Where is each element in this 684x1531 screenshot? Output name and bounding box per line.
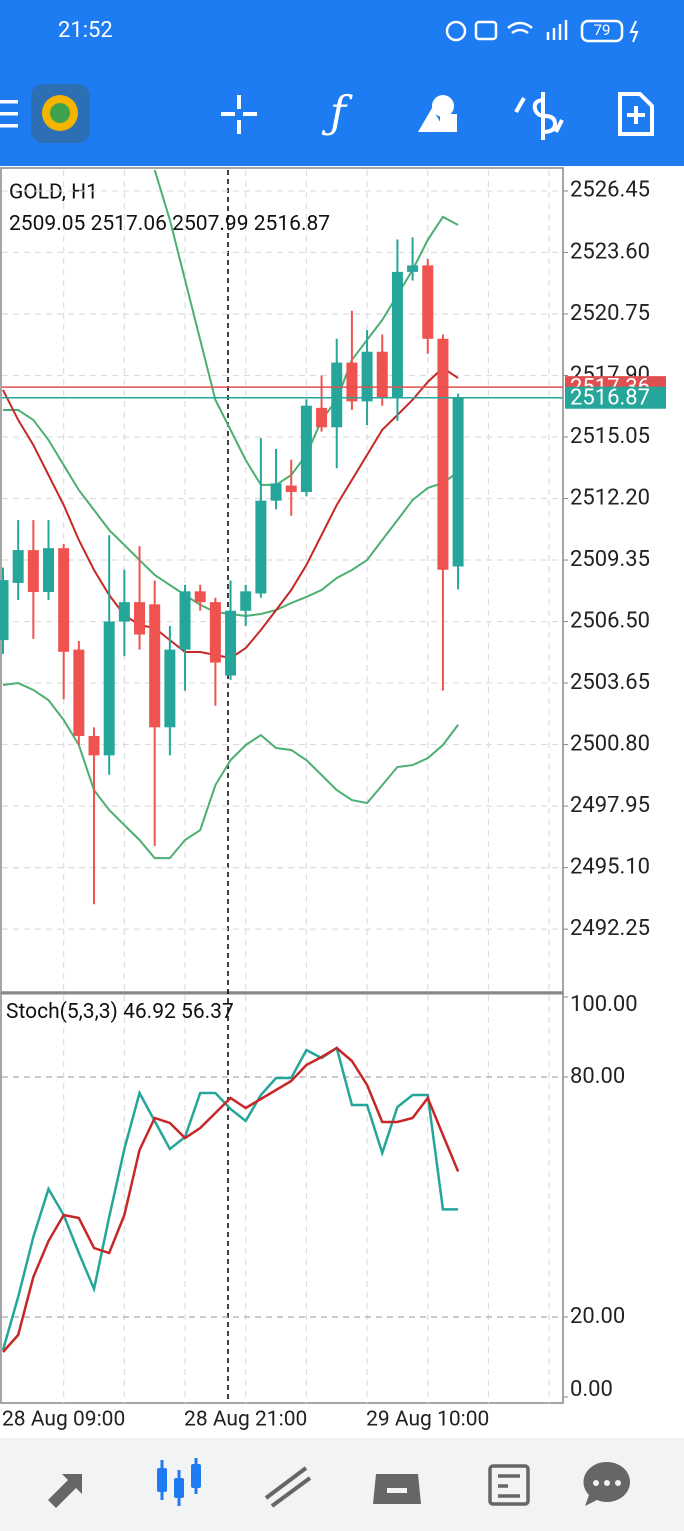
candle-body	[376, 351, 388, 398]
candle-body	[255, 500, 267, 594]
candle-body	[331, 362, 343, 428]
y-tick-label: 100.00	[570, 992, 638, 1017]
app-icon-logo-inner	[50, 103, 70, 123]
candle-body	[437, 338, 449, 570]
nav-quotes[interactable]	[48, 1474, 82, 1508]
trade-button[interactable]	[514, 92, 564, 140]
candle-body	[164, 649, 176, 728]
nav-news[interactable]	[488, 1464, 530, 1506]
x-tick-label: 29 Aug 10:00	[366, 1408, 489, 1432]
ohlc-open: 2509.05	[9, 212, 85, 236]
candle-body	[270, 483, 282, 501]
y-tick-label: 0.00	[570, 1377, 613, 1402]
y-tick-label: 2497.95	[570, 793, 650, 818]
y-tick-label: 2506.50	[570, 608, 650, 633]
y-tick-label: 2520.75	[570, 301, 650, 326]
objects-button[interactable]	[418, 95, 457, 132]
y-tick-label: 2495.10	[570, 854, 650, 879]
candle-body	[316, 407, 328, 428]
chart-title: GOLD, H1	[9, 181, 98, 205]
candle-body	[194, 591, 206, 603]
x-tick-label: 28 Aug 21:00	[184, 1408, 307, 1432]
candle-body	[58, 548, 70, 652]
bottom-nav	[0, 1438, 684, 1531]
candle-body	[225, 610, 237, 676]
candle-body	[300, 405, 312, 493]
vertical-grid	[63, 170, 550, 1403]
nav-trade[interactable]	[264, 1466, 312, 1508]
y-tick-label: 2500.80	[570, 731, 650, 756]
menu-button[interactable]	[0, 100, 18, 128]
candle-body	[118, 602, 130, 622]
candle-body	[88, 735, 100, 756]
stoch-title: Stoch(5,3,3)	[6, 1000, 118, 1024]
status-icons	[445, 19, 639, 43]
nav-chart[interactable]	[157, 1458, 201, 1506]
candle-body	[73, 649, 85, 736]
candle-body	[240, 591, 252, 611]
y-tick-label: 2526.45	[570, 178, 650, 203]
candle-body	[12, 550, 24, 583]
nav-history[interactable]	[373, 1474, 421, 1504]
new-order-button[interactable]	[618, 92, 654, 136]
candle-body	[209, 602, 221, 663]
candle-body	[407, 265, 419, 272]
candle-body	[179, 591, 191, 650]
nav-messages[interactable]	[583, 1461, 631, 1506]
y-tick-label: 2512.20	[570, 485, 650, 510]
ohlc-high: 2517.06	[91, 212, 167, 236]
candle-body	[285, 485, 297, 493]
y-tick-label: 2503.65	[570, 670, 650, 695]
candle-body	[103, 621, 115, 756]
candle-body	[43, 548, 55, 592]
candle-body	[422, 265, 434, 339]
stoch-panel	[0, 992, 564, 1404]
y-tick-label: 2523.60	[570, 239, 650, 264]
price-label-box	[565, 386, 666, 409]
ohlc-low: 2507.99	[172, 212, 248, 236]
ohlc-close: 2516.87	[254, 212, 330, 236]
y-tick-label: 20.00	[570, 1304, 625, 1329]
y-tick-label: 80.00	[570, 1064, 625, 1089]
main-panel	[0, 167, 564, 993]
y-tick-label: 2509.35	[570, 547, 650, 572]
candle-body	[134, 602, 146, 635]
y-tick-label: 2515.05	[570, 424, 650, 449]
candle-body	[452, 397, 464, 567]
stoch-line	[1, 1046, 459, 1351]
stoch-readout: Stoch(5,3,3) 46.92 56.37	[6, 1000, 234, 1024]
candle-body	[0, 580, 9, 641]
stoch-signal: 56.37	[181, 1000, 234, 1024]
status-time: 21:52	[58, 18, 113, 43]
candle-body	[361, 351, 373, 402]
stoch-line	[2, 1046, 460, 1353]
candle-body	[346, 362, 358, 402]
candle-body	[27, 550, 39, 592]
candle-body	[149, 604, 161, 728]
app-bar	[0, 0, 684, 166]
y-tick-label: 2492.25	[570, 916, 650, 941]
ohlc-readout: 2509.05 2517.06 2507.99 2516.87	[9, 212, 330, 236]
price-label: 2516.87	[570, 386, 650, 411]
indicator-line	[2, 682, 459, 860]
candle-body	[391, 271, 403, 398]
stoch-main: 46.92	[123, 1000, 176, 1024]
battery-level: 79	[594, 21, 611, 39]
crosshair-button[interactable]	[221, 95, 257, 134]
x-tick-label: 28 Aug 09:00	[2, 1408, 125, 1432]
